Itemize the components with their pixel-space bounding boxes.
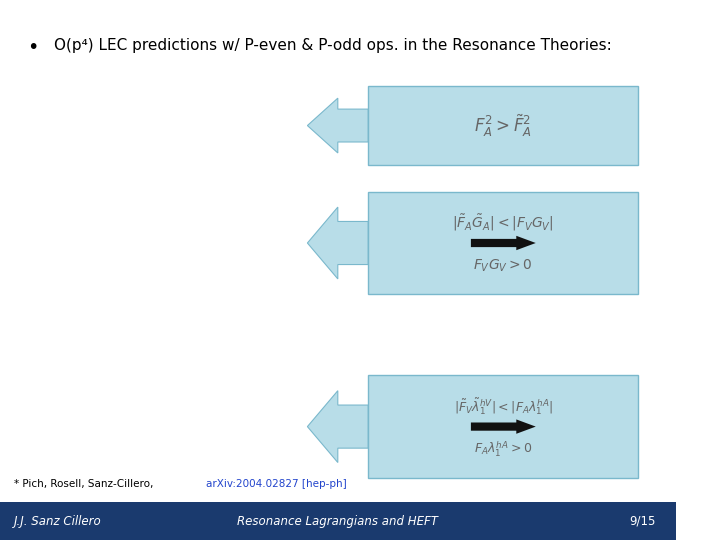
Polygon shape — [307, 391, 368, 462]
Text: Resonance Lagrangians and HEFT: Resonance Lagrangians and HEFT — [238, 515, 438, 528]
Polygon shape — [307, 98, 368, 153]
Text: O(p⁴) LEC predictions w/ P-even & P-odd ops. in the Resonance Theories:: O(p⁴) LEC predictions w/ P-even & P-odd … — [54, 38, 612, 53]
FancyBboxPatch shape — [368, 192, 639, 294]
Text: J.J. Sanz Cillero: J.J. Sanz Cillero — [14, 515, 102, 528]
Text: $|\tilde{F}_V \tilde{\lambda}_1^{hV}| < |F_A \lambda_1^{hA}|$: $|\tilde{F}_V \tilde{\lambda}_1^{hV}| < … — [454, 396, 553, 416]
FancyBboxPatch shape — [368, 86, 639, 165]
Text: •: • — [27, 38, 38, 57]
FancyBboxPatch shape — [0, 502, 675, 540]
Text: $F_V G_V > 0$: $F_V G_V > 0$ — [474, 258, 534, 274]
Text: $|\tilde{F}_A \tilde{G}_A| < |F_V G_V|$: $|\tilde{F}_A \tilde{G}_A| < |F_V G_V|$ — [452, 212, 554, 233]
Polygon shape — [471, 236, 536, 250]
Text: $F_A^2 > \tilde{F}_A^2$: $F_A^2 > \tilde{F}_A^2$ — [474, 112, 532, 139]
FancyBboxPatch shape — [368, 375, 639, 478]
Text: 9/15: 9/15 — [629, 515, 655, 528]
Text: * Pich, Rosell, Sanz-Cillero,: * Pich, Rosell, Sanz-Cillero, — [14, 478, 156, 489]
Text: $F_A \lambda_1^{hA} > 0$: $F_A \lambda_1^{hA} > 0$ — [474, 440, 533, 459]
Polygon shape — [307, 207, 368, 279]
Text: arXiv:2004.02827 [hep-ph]: arXiv:2004.02827 [hep-ph] — [206, 478, 347, 489]
Polygon shape — [471, 420, 536, 434]
